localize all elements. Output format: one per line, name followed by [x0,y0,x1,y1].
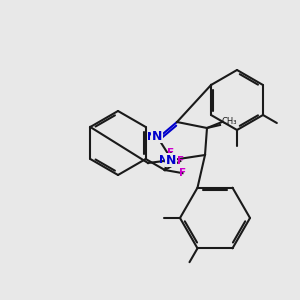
Text: N: N [166,154,176,166]
Text: F: F [167,148,175,158]
Text: F: F [179,168,186,178]
Text: N: N [159,155,168,165]
Text: F: F [177,156,184,166]
Text: N: N [152,130,162,142]
Text: N: N [147,132,156,142]
Text: CH₃: CH₃ [222,118,238,127]
